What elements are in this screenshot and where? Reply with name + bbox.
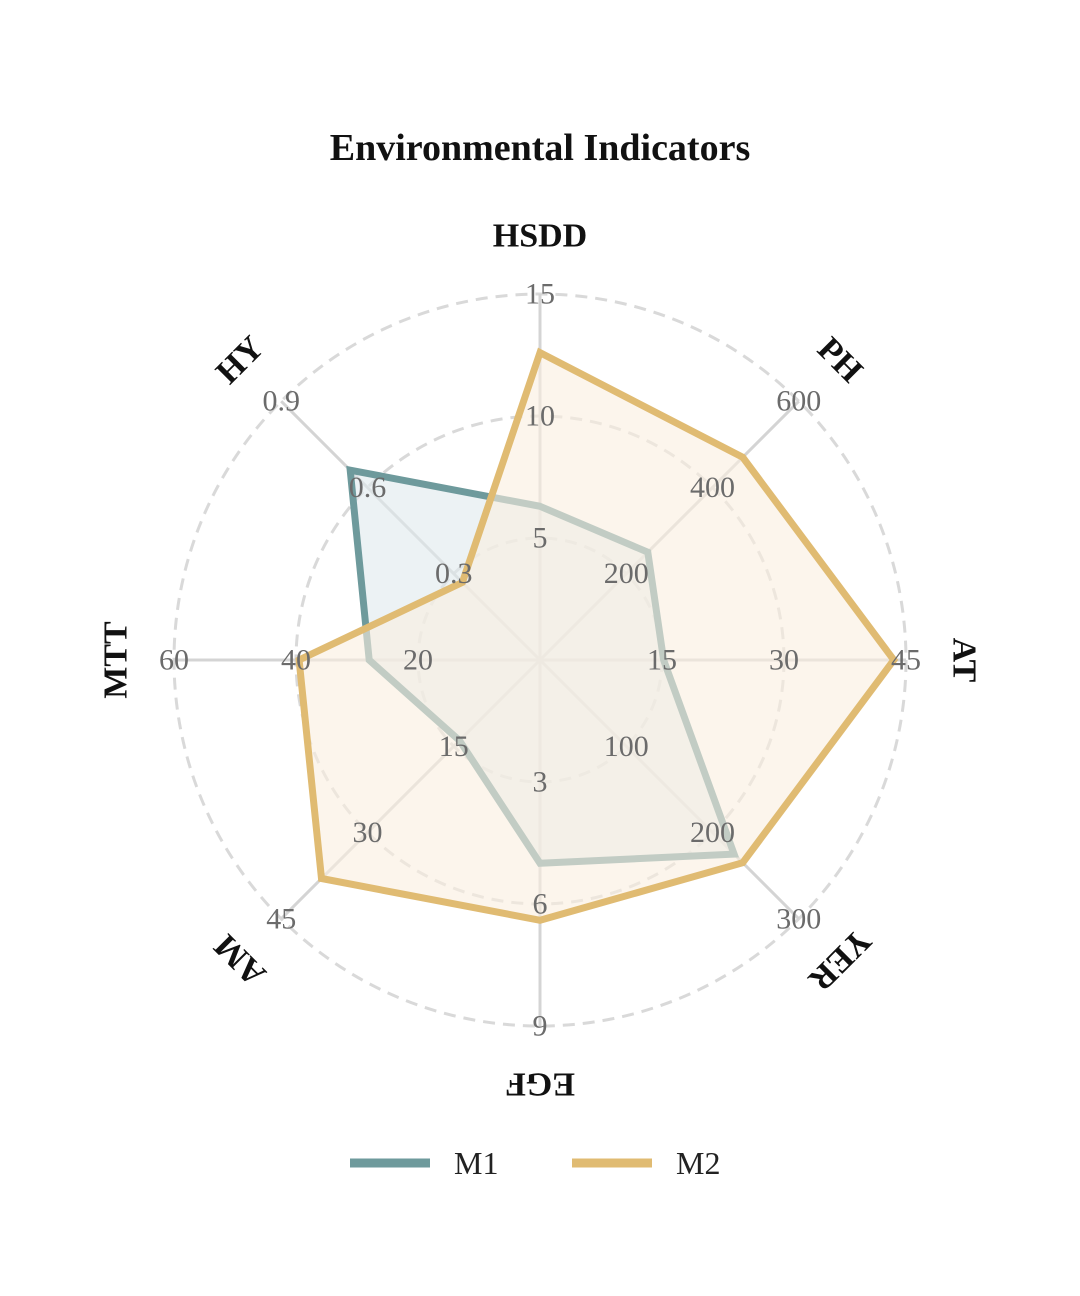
legend-label-m2: M2 [676, 1145, 720, 1181]
tick-label: 0.9 [262, 385, 300, 418]
legend: M1 M2 [350, 1145, 720, 1181]
tick-label: 400 [690, 471, 735, 504]
tick-label: 200 [604, 557, 649, 590]
tick-label: 0.3 [435, 557, 473, 590]
axis-label-am: AM [207, 927, 273, 993]
tick-label: 30 [769, 644, 799, 677]
tick-label: 300 [776, 902, 821, 935]
tick-label: 45 [891, 644, 921, 677]
tick-label: 5 [533, 522, 548, 555]
tick-label: 30 [353, 816, 383, 849]
axis-label-at: AT [946, 638, 983, 683]
tick-label: 15 [647, 644, 677, 677]
tick-label: 15 [439, 730, 469, 763]
chart-title: Environmental Indicators [330, 127, 751, 169]
series-m2-area [295, 347, 899, 924]
tick-label: 45 [266, 902, 296, 935]
tick-label: 10 [525, 400, 555, 433]
axis-label-hy: HY [209, 329, 271, 391]
series-areas [295, 347, 899, 924]
tick-label: 3 [533, 766, 548, 799]
tick-label: 15 [525, 278, 555, 311]
tick-labels: 5 10 15 200 400 600 15 30 45 100 200 300 3 6 9 15 30 45 20… [159, 278, 921, 1043]
tick-label: 9 [533, 1010, 548, 1043]
tick-label: 6 [533, 888, 548, 921]
tick-label: 40 [281, 644, 311, 677]
legend-label-m1: M1 [454, 1145, 498, 1181]
axis-label-ph: PH [810, 330, 870, 390]
tick-label: 60 [159, 644, 189, 677]
axis-label-mtt: MTT [98, 621, 135, 699]
tick-label: 200 [690, 816, 735, 849]
tick-label: 20 [403, 644, 433, 677]
axis-label-egf: EGF [505, 1066, 575, 1103]
tick-label: 600 [776, 385, 821, 418]
axis-label-hsdd: HSDD [493, 218, 587, 255]
tick-label: 0.6 [349, 471, 387, 504]
tick-label: 100 [604, 730, 649, 763]
